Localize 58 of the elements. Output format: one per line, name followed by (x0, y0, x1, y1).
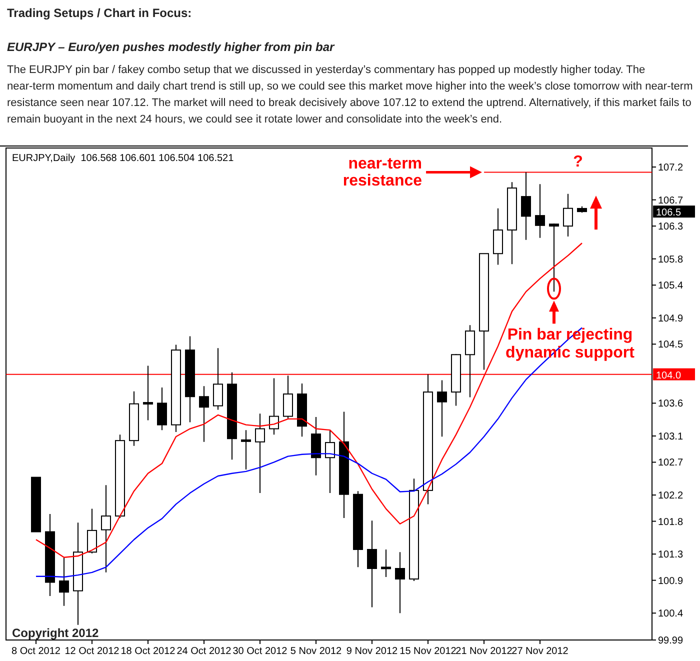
candlestick (199, 386, 209, 442)
candlestick (437, 380, 447, 438)
annotation: Copyright 2012 (12, 626, 100, 640)
text: 106.5 (656, 208, 682, 219)
chart-subtitle: EURJPY – Euro/yen pushes modestly higher from pin bar (7, 40, 336, 54)
y-tick-label: 103.6 (658, 398, 684, 410)
candlestick (493, 208, 503, 266)
candlestick (521, 172, 531, 240)
x-tick-label: 18 Oct 2012 (120, 646, 176, 657)
y-tick-label: 102.7 (658, 458, 684, 469)
y-tick-label: 101.3 (658, 550, 684, 561)
x-tick-label: 12 Oct 2012 (64, 646, 120, 657)
x-tick-label: 5 Nov 2012 (290, 646, 342, 657)
candlestick (381, 548, 391, 578)
annotation: ? (573, 153, 583, 170)
annotation: near-term resistance (342, 155, 422, 190)
x-tick-label: 9 Nov 2012 (346, 646, 398, 657)
candlestick (535, 184, 545, 238)
y-tick-label: 103.1 (658, 431, 684, 442)
candlestick (101, 484, 111, 573)
candlestick (283, 375, 293, 420)
x-tick-label: 30 Oct 2012 (232, 646, 288, 657)
x-tick-label: 24 Oct 2012 (176, 646, 232, 657)
candlestick (395, 552, 405, 614)
ref-line-label: 104.0 (656, 370, 682, 382)
y-tick-label: 100.9 (658, 576, 684, 587)
y-tick-label: 99.99 (658, 636, 684, 646)
y-tick-label: 105.8 (658, 254, 684, 266)
candlestick (255, 413, 265, 494)
chart-title: Trading Setups / Chart in Focus: (7, 6, 192, 20)
candlestick (87, 508, 97, 554)
candlestick (465, 324, 475, 398)
candlestick (367, 520, 377, 608)
x-tick-label: 27 Nov 2012 (512, 646, 569, 657)
x-tick-label: 8 Oct 2012 (12, 646, 61, 657)
candlestick (241, 430, 251, 470)
candlestick (269, 378, 279, 436)
candlestick (325, 430, 335, 494)
text: The EURJPY pin bar / fakey combo setup that we discussed in yesterday’s commentary has popped up modestly higher today. The near-term momentum and daily chart trend is still up, so we could see this market move higher into the week’s close tomorrow with near-term resistance seen near 107.12. The market will need to break decisively above 107.12 to extend the uptrend. Alternatively, if this market fails to remain buoyant in the next 24 hours, we could see it rotate lower and consolidate into the week’s end. (7, 64, 693, 126)
candlestick (213, 348, 223, 410)
x-tick-label: 15 Nov 2012 (400, 646, 457, 657)
y-tick-label: 100.4 (658, 608, 684, 620)
candlestick (311, 416, 321, 476)
candlestick (143, 365, 153, 421)
candlestick (157, 386, 167, 431)
y-tick-label: 104.9 (658, 313, 684, 324)
y-tick-label: 106.3 (658, 222, 684, 233)
candlestick (563, 193, 573, 238)
candlestick (549, 222, 559, 292)
y-tick-label: 105.4 (658, 280, 684, 292)
y-tick-label: 102.2 (658, 490, 684, 502)
y-tick-label: 101.8 (658, 516, 684, 528)
y-tick-label: 107.2 (658, 162, 684, 174)
y-tick-label: 104.5 (658, 340, 684, 351)
y-tick-label: 106.7 (658, 195, 684, 206)
x-tick-label: 21 Nov 2012 (456, 646, 513, 657)
annotation: EURJPY,Daily 106.568 106.601 106.504 106.521 (12, 153, 234, 164)
candlestick (59, 556, 69, 606)
